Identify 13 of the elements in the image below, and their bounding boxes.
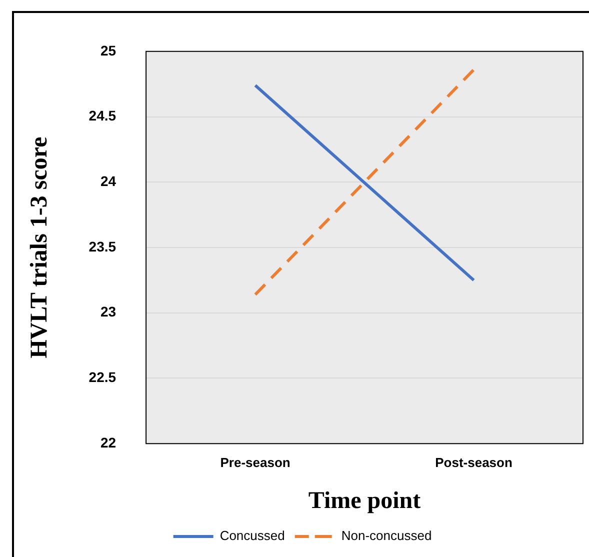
y-tick-label: 22	[100, 434, 116, 450]
y-tick-label: 23.5	[88, 238, 116, 254]
x-axis-title: Time point	[308, 488, 421, 514]
y-axis-title: HVLT trials 1-3 score	[26, 136, 53, 358]
y-tick-label: 23	[100, 304, 116, 320]
y-tick-label: 22.5	[88, 369, 116, 386]
legend-label: Non-concussed	[341, 528, 432, 544]
y-tick-label: 24.5	[88, 108, 116, 124]
x-tick-label: Pre-season	[220, 454, 290, 470]
y-tick-label: 24	[100, 172, 116, 189]
legend-label: Concussed	[220, 528, 285, 544]
x-tick-label: Post-season	[435, 454, 512, 470]
y-tick-label: 25	[100, 42, 116, 58]
